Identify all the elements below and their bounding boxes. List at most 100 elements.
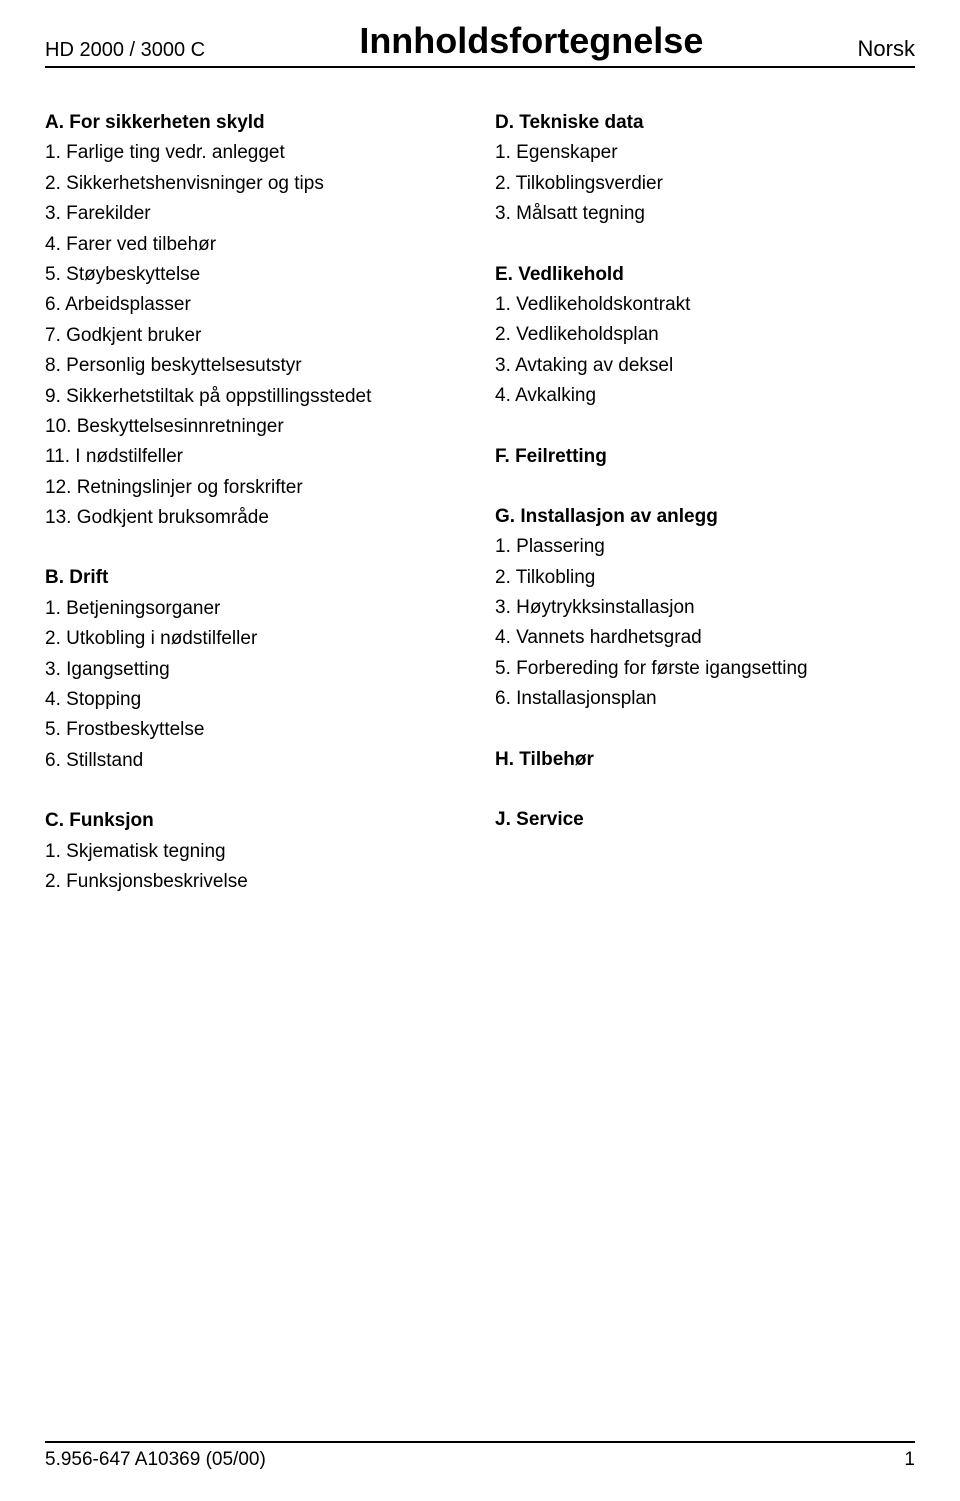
toc-section-title: F. Feilretting (495, 442, 915, 472)
toc-item-text: Vannets hardhetsgrad (516, 627, 702, 648)
toc-item: 10. Beskyttelsesinnretninger (45, 412, 465, 442)
toc-item-text: Igangsetting (66, 659, 170, 680)
toc-item: 6. Stillstand (45, 746, 465, 776)
toc-item-number: 4. (495, 627, 511, 648)
toc-item: 2. Vedlikeholdsplan (495, 320, 915, 350)
toc-item-text: Vedlikeholdskontrakt (516, 294, 690, 315)
toc-item: 2. Tilkobling (495, 563, 915, 593)
toc-item-text: Sikkerhetstiltak på oppstillingsstedet (66, 386, 371, 407)
toc-item: 1. Farlige ting vedr. anlegget (45, 138, 465, 168)
toc-item-text: Farer ved tilbehør (66, 234, 216, 255)
toc-item-text: Stillstand (66, 750, 143, 771)
toc-item-text: Sikkerhetshenvisninger og tips (66, 173, 324, 194)
toc-item-number: 5. (45, 264, 61, 285)
toc-item-number: 2. (45, 173, 61, 194)
toc-item: 9. Sikkerhetstiltak på oppstillingsstede… (45, 382, 465, 412)
toc-item-text: Skjematisk tegning (66, 841, 225, 862)
footer-docref: 5.956-647 A10369 (05/00) (45, 1449, 266, 1471)
toc-item-number: 8. (45, 355, 61, 376)
toc-item: 5. Frostbeskyttelse (45, 715, 465, 745)
toc-item-text: Tilkoblingsverdier (516, 173, 663, 194)
toc-item: 11. I nødstilfeller (45, 442, 465, 472)
toc-item-number: 4. (495, 385, 511, 406)
page-header: HD 2000 / 3000 C Innholdsfortegnelse Nor… (45, 20, 915, 68)
toc-item-number: 2. (45, 871, 61, 892)
toc-item-text: Stopping (66, 689, 141, 710)
toc-item-number: 3. (45, 203, 61, 224)
toc-item-text: Retningslinjer og forskrifter (77, 477, 303, 498)
toc-section-letter: G. (495, 506, 515, 527)
toc-item: 4. Stopping (45, 685, 465, 715)
toc-item-number: 1. (495, 142, 511, 163)
toc-item: 13. Godkjent bruksområde (45, 503, 465, 533)
toc-item-number: 1. (495, 294, 511, 315)
toc-item: 3. Høytrykksinstallasjon (495, 593, 915, 623)
toc-item-text: Personlig beskyttelsesutstyr (66, 355, 302, 376)
toc-item-number: 10. (45, 416, 71, 437)
toc-content: A. For sikkerheten skyld1. Farlige ting … (45, 108, 915, 897)
toc-section-title: G. Installasjon av anlegg (495, 502, 915, 532)
toc-item: 3. Farekilder (45, 199, 465, 229)
toc-item-text: Installasjonsplan (516, 688, 656, 709)
toc-item: 8. Personlig beskyttelsesutstyr (45, 351, 465, 381)
toc-item-number: 3. (45, 659, 61, 680)
toc-item: 6. Arbeidsplasser (45, 290, 465, 320)
header-model: HD 2000 / 3000 C (45, 39, 205, 62)
toc-item-number: 4. (45, 234, 61, 255)
toc-item-number: 12. (45, 477, 71, 498)
toc-item-text: Høytrykksinstallasjon (516, 597, 694, 618)
toc-item: 2. Sikkerhetshenvisninger og tips (45, 169, 465, 199)
toc-item-text: Betjeningsorganer (66, 598, 220, 619)
toc-section-text: Feilretting (515, 446, 607, 467)
toc-item: 1. Skjematisk tegning (45, 837, 465, 867)
toc-item: 2. Tilkoblingsverdier (495, 169, 915, 199)
toc-section-letter: J. (495, 809, 511, 830)
toc-section-text: Drift (69, 567, 108, 588)
toc-item-text: Støybeskyttelse (66, 264, 200, 285)
toc-item-text: Egenskaper (516, 142, 617, 163)
toc-item: 5. Støybeskyttelse (45, 260, 465, 290)
toc-item-number: 3. (495, 355, 511, 376)
toc-item-number: 7. (45, 325, 61, 346)
toc-item-number: 1. (45, 841, 61, 862)
toc-item-text: Plassering (516, 536, 605, 557)
toc-item-text: Vedlikeholdsplan (516, 324, 659, 345)
toc-item: 12. Retningslinjer og forskrifter (45, 473, 465, 503)
toc-item-number: 9. (45, 386, 61, 407)
toc-section-letter: C. (45, 810, 64, 831)
toc-item-text: Frostbeskyttelse (66, 719, 204, 740)
toc-item-number: 1. (45, 142, 61, 163)
toc-section-title: B. Drift (45, 563, 465, 593)
toc-item-text: Tilkobling (516, 567, 596, 588)
toc-item-number: 5. (45, 719, 61, 740)
toc-item-number: 3. (495, 203, 511, 224)
toc-section-title: C. Funksjon (45, 806, 465, 836)
toc-section-text: Tekniske data (519, 112, 643, 133)
toc-section-text: For sikkerheten skyld (69, 112, 264, 133)
toc-section-letter: B. (45, 567, 64, 588)
toc-item: 1. Plassering (495, 532, 915, 562)
toc-item-text: Godkjent bruksområde (77, 507, 269, 528)
toc-item: 4. Farer ved tilbehør (45, 230, 465, 260)
toc-item-number: 2. (495, 567, 511, 588)
toc-item-text: Farekilder (66, 203, 150, 224)
page-title: Innholdsfortegnelse (205, 20, 857, 62)
toc-item-number: 6. (45, 294, 61, 315)
footer-page-number: 1 (904, 1449, 915, 1471)
toc-item-text: I nødstilfeller (75, 446, 183, 467)
toc-item-number: 6. (495, 688, 511, 709)
toc-item: 7. Godkjent bruker (45, 321, 465, 351)
toc-item-text: Beskyttelsesinnretninger (77, 416, 284, 437)
toc-section-letter: E. (495, 264, 513, 285)
toc-item: 1. Egenskaper (495, 138, 915, 168)
toc-item-text: Farlige ting vedr. anlegget (66, 142, 285, 163)
toc-right-column: D. Tekniske data1. Egenskaper2. Tilkobli… (495, 108, 915, 897)
toc-section-letter: H. (495, 749, 514, 770)
toc-section-text: Service (516, 809, 584, 830)
toc-item-text: Avkalking (515, 385, 596, 406)
toc-left-column: A. For sikkerheten skyld1. Farlige ting … (45, 108, 465, 897)
toc-item: 3. Igangsetting (45, 655, 465, 685)
toc-section-title: H. Tilbehør (495, 745, 915, 775)
toc-section-letter: D. (495, 112, 514, 133)
toc-section-text: Tilbehør (519, 749, 594, 770)
